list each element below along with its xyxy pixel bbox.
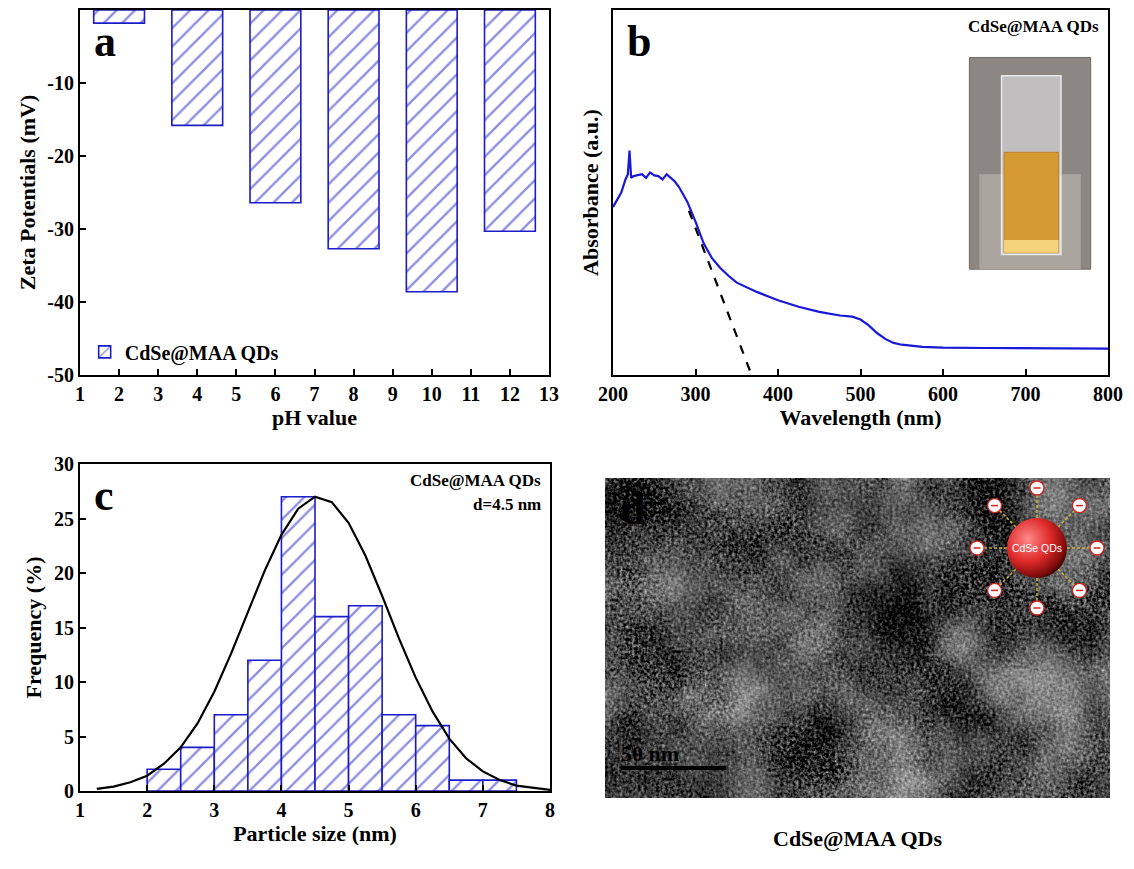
svg-text:Frequency (%): Frequency (%): [21, 557, 46, 699]
svg-text:Wavelength (nm): Wavelength (nm): [780, 405, 942, 430]
svg-text:a: a: [94, 17, 116, 66]
svg-text:-50: -50: [47, 364, 74, 386]
svg-text:d: d: [621, 485, 645, 534]
svg-text:CdSe QDs: CdSe QDs: [1012, 542, 1062, 554]
svg-text:CdSe@MAA QDs: CdSe@MAA QDs: [410, 471, 541, 490]
svg-text:20: 20: [54, 562, 74, 584]
svg-text:5: 5: [344, 799, 354, 821]
svg-text:4: 4: [192, 383, 202, 405]
svg-text:5: 5: [231, 383, 241, 405]
svg-text:500: 500: [846, 383, 876, 405]
svg-text:7: 7: [310, 383, 320, 405]
svg-text:30: 30: [54, 453, 74, 475]
svg-text:d=4.5 nm: d=4.5 nm: [473, 495, 541, 514]
svg-text:c: c: [94, 471, 114, 520]
svg-text:-10: -10: [47, 72, 74, 94]
svg-text:6: 6: [411, 799, 421, 821]
svg-text:8: 8: [545, 799, 555, 821]
svg-text:3: 3: [209, 799, 219, 821]
svg-text:pH value: pH value: [272, 405, 357, 430]
svg-text:12: 12: [500, 383, 520, 405]
svg-text:50 nm: 50 nm: [621, 741, 679, 766]
svg-text:0: 0: [64, 780, 74, 802]
svg-text:1: 1: [75, 799, 85, 821]
svg-text:8: 8: [349, 383, 359, 405]
svg-text:Absorbance (a.u.): Absorbance (a.u.): [578, 109, 603, 276]
svg-text:300: 300: [681, 383, 711, 405]
svg-text:25: 25: [54, 508, 74, 530]
svg-text:15: 15: [54, 617, 74, 639]
svg-text:CdSe@MAA QDs: CdSe@MAA QDs: [968, 17, 1099, 36]
svg-text:Particle size (nm): Particle size (nm): [233, 821, 397, 846]
svg-text:3: 3: [153, 383, 163, 405]
svg-text:-20: -20: [47, 145, 74, 167]
svg-text:4: 4: [276, 799, 286, 821]
svg-text:700: 700: [1011, 383, 1041, 405]
svg-text:2: 2: [142, 799, 152, 821]
svg-text:200: 200: [598, 383, 628, 405]
svg-text:9: 9: [388, 383, 398, 405]
svg-text:11: 11: [461, 383, 480, 405]
svg-text:5: 5: [64, 726, 74, 748]
svg-text:2: 2: [114, 383, 124, 405]
svg-text:7: 7: [478, 799, 488, 821]
svg-text:-40: -40: [47, 291, 74, 313]
svg-text:10: 10: [54, 671, 74, 693]
svg-text:-30: -30: [47, 218, 74, 240]
svg-text:400: 400: [763, 383, 793, 405]
svg-text:600: 600: [928, 383, 958, 405]
svg-text:10: 10: [422, 383, 442, 405]
svg-text:b: b: [627, 17, 651, 66]
svg-text:6: 6: [270, 383, 280, 405]
html-text:CdSe@MAA QDs: CdSe@MAA QDs: [773, 826, 942, 851]
svg-text:Zeta Potentials (mV): Zeta Potentials (mV): [15, 95, 40, 291]
svg-text:13: 13: [539, 383, 559, 405]
svg-text:CdSe@MAA QDs: CdSe@MAA QDs: [125, 342, 279, 365]
svg-text:1: 1: [75, 383, 85, 405]
svg-text:800: 800: [1093, 383, 1123, 405]
